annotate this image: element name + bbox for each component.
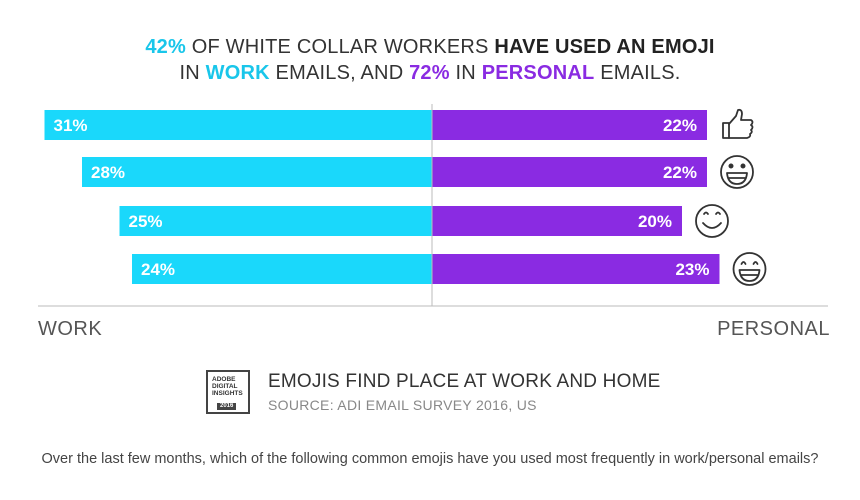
headline-in: IN <box>179 62 200 84</box>
headline-text: OF WHITE COLLAR WORKERS <box>191 36 489 58</box>
work-bar <box>132 254 432 284</box>
badge-year: 2016 <box>217 403 237 410</box>
headline-personal-share: 72% <box>409 62 450 84</box>
adobe-digital-insights-badge: ADOBE DIGITAL INSIGHTS 2016 <box>206 370 250 414</box>
source-subtitle: SOURCE: ADI EMAIL SURVEY 2016, US <box>268 397 537 413</box>
work-value-label: 28% <box>91 163 125 182</box>
personal-bar <box>432 254 720 284</box>
work-bar <box>82 157 432 187</box>
headline-in-2: IN <box>455 62 476 84</box>
work-value-label: 25% <box>129 212 163 231</box>
personal-value-label: 22% <box>663 116 697 135</box>
laughing-face-icon <box>732 252 767 286</box>
thumbs-up-icon <box>722 108 754 139</box>
personal-value-label: 20% <box>638 212 672 231</box>
badge-line-3: INSIGHTS <box>212 390 243 397</box>
headline-work: WORK <box>205 62 270 84</box>
smiling-face-icon <box>695 204 729 238</box>
headline-end: EMAILS. <box>600 62 681 84</box>
badge-line-2: DIGITAL <box>212 383 238 390</box>
headline-emphasis: HAVE USED AN EMOJI <box>494 36 715 58</box>
personal-value-label: 23% <box>675 260 709 279</box>
headline-mid: EMAILS, AND <box>275 62 404 84</box>
personal-value-label: 22% <box>663 163 697 182</box>
work-value-label: 24% <box>141 260 175 279</box>
survey-question: Over the last few months, which of the f… <box>41 451 819 467</box>
source-title: EMOJIS FIND PLACE AT WORK AND HOME <box>268 371 661 392</box>
headline-line-2: IN WORK EMAILS, AND 72% IN PERSONAL EMAI… <box>0 60 860 86</box>
headline-line-1: 42% OF WHITE COLLAR WORKERS HAVE USED AN… <box>0 34 860 60</box>
badge-line-1: ADOBE <box>212 376 236 383</box>
work-axis-label: WORK <box>38 318 103 340</box>
work-bar <box>119 206 432 236</box>
work-bar <box>44 110 432 140</box>
headline: 42% OF WHITE COLLAR WORKERS HAVE USED AN… <box>0 34 860 86</box>
work-value-label: 31% <box>54 116 88 135</box>
headline-work-share: 42% <box>145 36 186 58</box>
headline-personal: PERSONAL <box>481 62 595 84</box>
personal-bar <box>432 206 682 236</box>
grinning-face-icon <box>720 155 754 189</box>
personal-bar <box>432 157 707 187</box>
personal-bar <box>432 110 707 140</box>
personal-axis-label: PERSONAL <box>717 318 830 340</box>
diverging-bar-chart: 31% 22% 28% 22% 25% 20% 24% 23% <box>38 104 828 307</box>
